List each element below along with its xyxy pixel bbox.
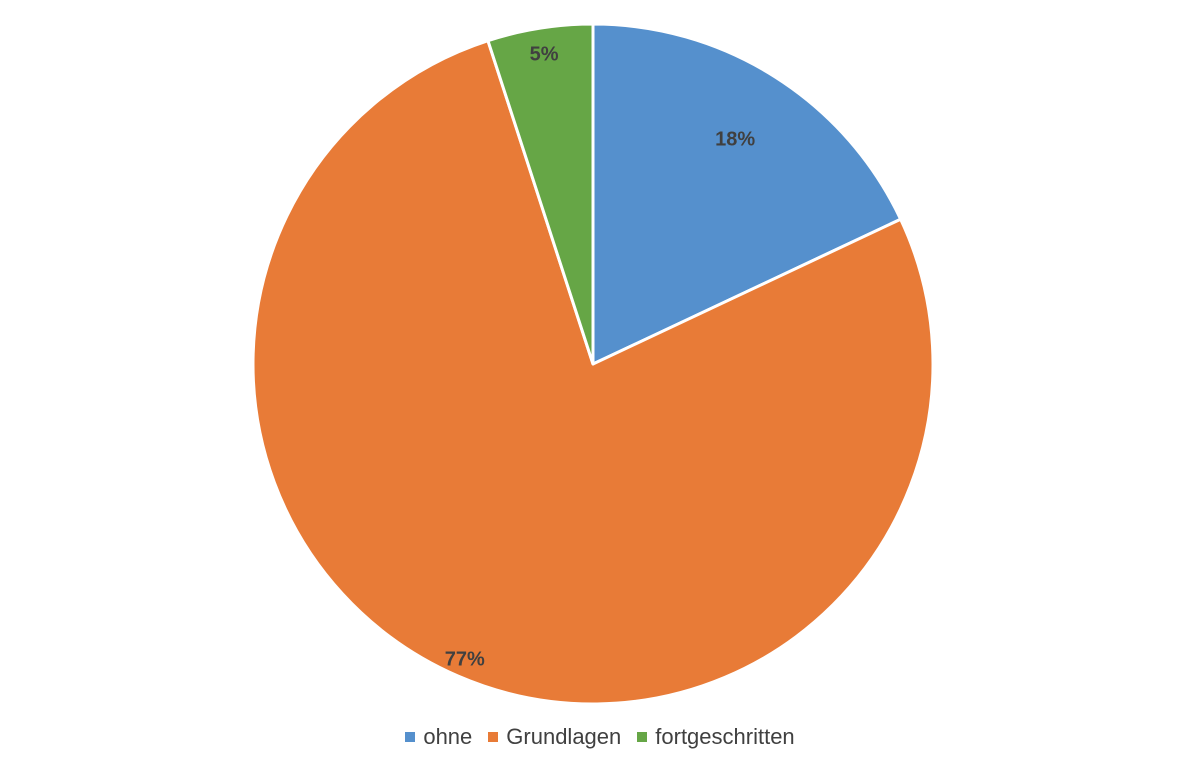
pie-slices <box>251 22 935 706</box>
data-label-fortgeschritten: 5% <box>530 43 559 65</box>
legend-label-fortgeschritten: fortgeschritten <box>655 724 795 749</box>
data-label-ohne: 18% <box>715 128 755 150</box>
legend-item-ohne[interactable]: ohne <box>405 722 472 752</box>
legend-swatch-grundlagen <box>488 732 499 742</box>
legend: ohne Grundlagen fortgeschritten <box>0 722 1186 752</box>
legend-label-ohne: ohne <box>423 724 473 749</box>
pie-slice-ohne[interactable] <box>591 22 903 366</box>
legend-item-grundlagen[interactable]: Grundlagen <box>488 722 621 752</box>
legend-swatch-ohne <box>405 732 416 742</box>
pie-data-labels: 18% 77% 5% <box>445 43 756 670</box>
pie-slice-fortgeschritten[interactable] <box>486 22 595 366</box>
legend-swatch-fortgeschritten <box>637 732 648 742</box>
legend-item-fortgeschritten[interactable]: fortgeschritten <box>637 722 795 752</box>
legend-label-grundlagen: Grundlagen <box>506 724 622 749</box>
data-label-grundlagen: 77% <box>445 649 485 671</box>
pie-slice-grundlagen[interactable] <box>251 39 935 706</box>
